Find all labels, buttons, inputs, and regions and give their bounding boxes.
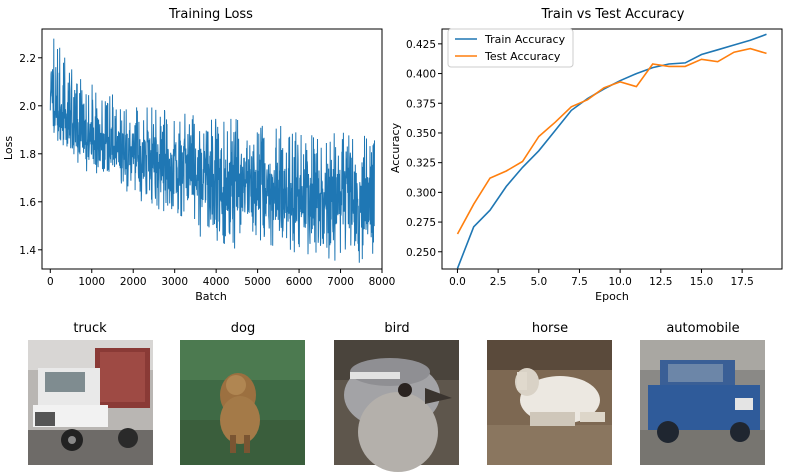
y-tick-label: 0.300 [406, 187, 436, 199]
chart-title: Train vs Test Accuracy [540, 7, 684, 22]
thumbnail-dog: dog [180, 321, 305, 465]
thumbnail-horse: horse [487, 321, 612, 465]
x-axis: 0.0 2.5 5.0 7.5 10.0 12.5 15.0 17.5 [449, 269, 754, 288]
x-tick-label: 6000 [286, 276, 313, 288]
y-tick-label: 0.375 [406, 98, 436, 110]
thumbnail-automobile: automobile [640, 321, 765, 465]
x-tick-label: 12.5 [649, 276, 672, 288]
y-tick-label: 2.0 [19, 101, 36, 113]
axes-frame [41, 28, 383, 270]
loss-series-line [49, 38, 375, 263]
y-tick-label: 2.2 [19, 53, 36, 65]
truck-photo-icon [28, 340, 153, 465]
y-tick-label: 0.325 [406, 158, 436, 170]
thumbnail-label: truck [73, 321, 107, 336]
x-tick-label: 0 [47, 276, 54, 288]
x-tick-label: 15.0 [690, 276, 713, 288]
thumbnail-bird: bird [334, 321, 459, 472]
y-tick-label: 0.350 [406, 128, 436, 140]
plot-area [456, 33, 767, 269]
legend-label-train: Train Accuracy [484, 33, 566, 46]
x-tick-label: 4000 [203, 276, 230, 288]
y-axis: 0.250 0.275 0.300 0.325 0.350 0.375 0.400 0.425 [406, 39, 442, 259]
y-tick-label: 1.4 [19, 245, 36, 257]
x-tick-label: 1000 [78, 276, 105, 288]
x-tick-label: 8000 [369, 276, 396, 288]
bird-photo-icon [334, 340, 459, 472]
x-tick-label: 5.0 [530, 276, 547, 288]
y-tick-label: 1.8 [19, 149, 36, 161]
y-axis-label: Loss [2, 136, 15, 160]
axes-frame [441, 28, 783, 270]
x-tick-label: 5000 [244, 276, 271, 288]
y-tick-label: 0.425 [406, 39, 436, 51]
accuracy-chart: Train vs Test Accuracy 0.0 2.5 5.0 7.5 10.0 1… [389, 7, 783, 303]
horse-photo-icon [487, 340, 612, 465]
x-tick-label: 0.0 [449, 276, 466, 288]
y-axis-label: Accuracy [389, 122, 402, 173]
x-tick-label: 3000 [161, 276, 188, 288]
x-tick-label: 17.5 [730, 276, 753, 288]
legend-label-test: Test Accuracy [484, 50, 561, 63]
test-accuracy-line [456, 47, 767, 235]
x-tick-label: 2.5 [490, 276, 507, 288]
automobile-photo-icon [640, 340, 765, 465]
y-tick-label: 0.275 [406, 217, 436, 229]
thumbnail-label: automobile [666, 321, 739, 336]
y-tick-label: 0.250 [406, 247, 436, 259]
dog-photo-icon [180, 340, 305, 465]
thumbnail-label: dog [231, 321, 255, 336]
thumbnail-label: bird [384, 321, 409, 336]
y-tick-label: 1.6 [19, 197, 36, 209]
x-tick-label: 10.0 [608, 276, 631, 288]
x-axis: 0 1000 2000 3000 4000 5000 6000 7000 8000 [47, 269, 395, 288]
sample-images: truck dog [28, 321, 765, 472]
legend: Train Accuracy Test Accuracy [447, 28, 574, 68]
thumbnail-label: horse [532, 321, 568, 336]
x-tick-label: 7000 [327, 276, 354, 288]
x-axis-label: Epoch [595, 290, 629, 303]
thumbnail-truck: truck [28, 321, 153, 465]
y-axis: 1.4 1.6 1.8 2.0 2.2 [19, 53, 42, 257]
y-tick-label: 0.400 [406, 69, 436, 81]
legend-box [447, 28, 574, 68]
training-loss-chart: Training Loss 0 1000 2000 3000 4000 5000 6000 7… [2, 7, 395, 303]
x-tick-label: 7.5 [571, 276, 588, 288]
chart-title: Training Loss [168, 7, 253, 22]
plot-area [49, 38, 375, 263]
x-tick-label: 2000 [120, 276, 147, 288]
train-accuracy-line [456, 33, 767, 269]
x-axis-label: Batch [195, 290, 227, 303]
